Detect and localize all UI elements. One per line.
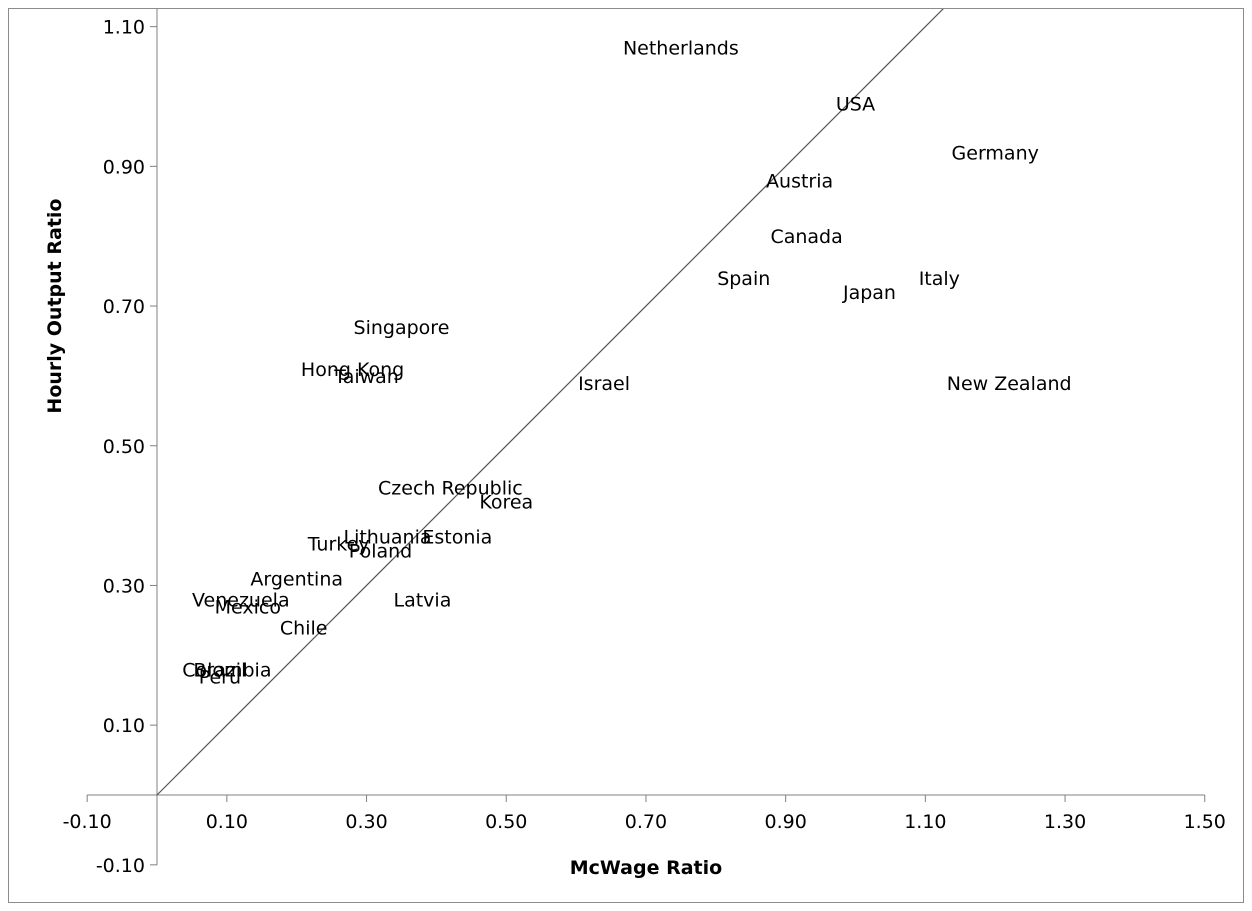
y-tick-label: -0.10	[96, 855, 145, 877]
point-label: Italy	[919, 268, 960, 290]
point-label: Colombia	[182, 659, 271, 681]
point-label: Estonia	[422, 527, 492, 549]
y-tick-label: 1.10	[103, 17, 145, 39]
y-tick-label: 0.10	[103, 715, 145, 737]
point-label: Peru	[199, 666, 241, 688]
point-label: Mexico	[215, 596, 281, 618]
axes: -0.10 0.10 0.30 0.50 0.70 0.90 1.10 1.30 1.50 -0.…	[63, 9, 1226, 877]
x-axis-title: McWage Ratio	[570, 857, 722, 879]
point-label: Latvia	[394, 589, 452, 611]
reference-line-layer	[156, 9, 944, 796]
x-tick-label: 1.50	[1184, 811, 1226, 833]
point-label: Japan	[842, 282, 896, 304]
point-label: Brazil	[193, 659, 246, 681]
scatter-chart: -0.10 0.10 0.30 0.50 0.70 0.90 1.10 1.30 1.50 -0.…	[44, 9, 1226, 879]
x-tick-label: 1.30	[1044, 811, 1086, 833]
y-tick-label: 0.50	[103, 436, 145, 458]
chart-frame: -0.10 0.10 0.30 0.50 0.70 0.90 1.10 1.30 1.50 -0.…	[8, 8, 1244, 903]
point-label: New Zealand	[947, 373, 1072, 395]
point-label: Lithuania	[343, 527, 431, 549]
y-tick-label: 0.30	[103, 575, 145, 597]
point-label: Chile	[280, 617, 328, 639]
point-label: USA	[836, 93, 875, 115]
x-tick-label: 0.10	[206, 811, 248, 833]
point-label: Czech Republic	[378, 478, 523, 500]
point-label: Poland	[349, 541, 412, 563]
point-label: Singapore	[354, 317, 450, 339]
x-tick-label: 0.90	[764, 811, 806, 833]
point-label: Canada	[770, 226, 842, 248]
point-label: Netherlands	[623, 38, 739, 60]
x-tick-label: 0.30	[345, 811, 387, 833]
point-label: Turkey	[307, 534, 370, 556]
point-label: Spain	[717, 268, 770, 290]
y-tick-label: 0.90	[103, 156, 145, 178]
y-tick-label: 0.70	[103, 296, 145, 318]
point-label: Hong Kong	[301, 359, 404, 381]
x-tick-label: 1.10	[904, 811, 946, 833]
x-tick-label: 0.50	[485, 811, 527, 833]
reference-line	[156, 9, 944, 796]
point-label: Argentina	[250, 568, 343, 590]
point-label: Israel	[578, 373, 630, 395]
point-label: Austria	[766, 170, 833, 192]
point-label: Venezuela	[192, 589, 290, 611]
point-label: Germany	[952, 142, 1039, 164]
x-tick-label: 0.70	[625, 811, 667, 833]
point-label: Taiwan	[333, 366, 399, 388]
x-tick-label: -0.10	[63, 811, 112, 833]
y-axis-title: Hourly Output Ratio	[44, 199, 66, 414]
point-label: Korea	[479, 492, 533, 514]
